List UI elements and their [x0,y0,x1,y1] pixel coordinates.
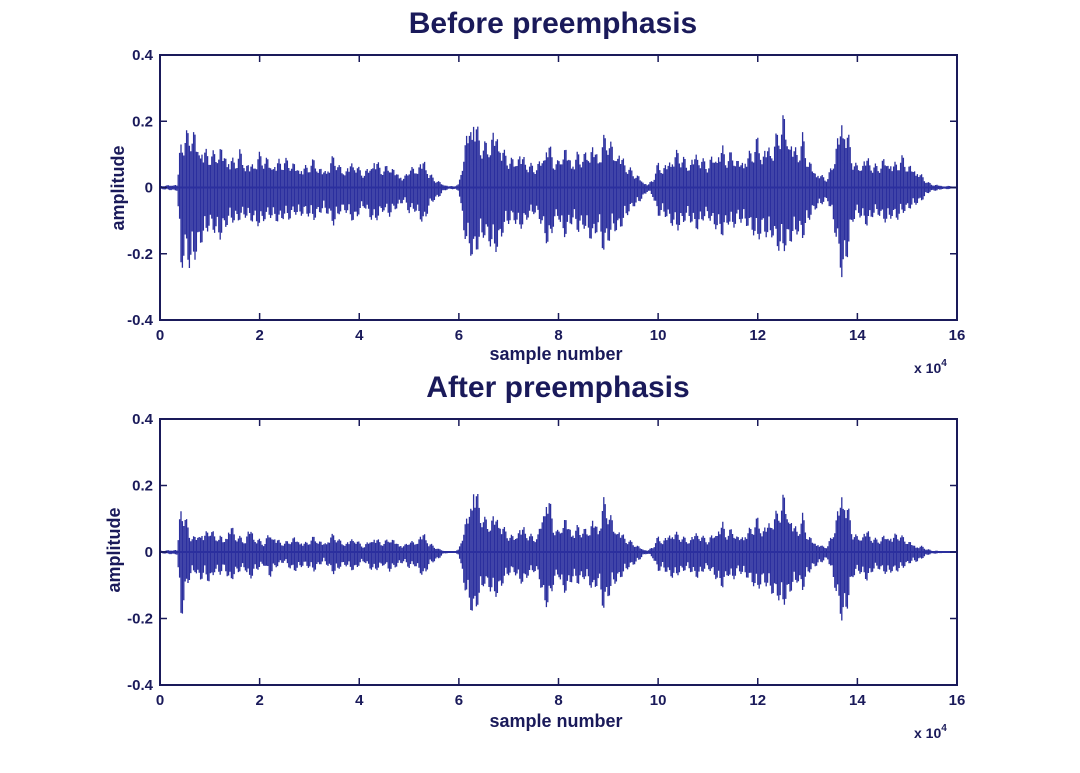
chart-title: Before preemphasis [409,7,697,40]
x-tick-label: 4 [355,327,364,344]
x-axis-multiplier-base: x 10 [914,725,941,741]
x-axis-multiplier-exponent: 4 [941,723,947,734]
x-tick-label: 16 [949,327,966,344]
y-tick-label: 0 [145,544,153,561]
chart-title: After preemphasis [426,371,689,404]
x-tick-label: 8 [554,692,562,709]
y-tick-label: 0 [145,180,153,197]
x-axis-label: sample number [489,711,622,731]
x-axis-label: sample number [489,344,622,364]
x-axis-multiplier-base: x 10 [914,360,941,376]
y-axis-label: amplitude [104,507,124,592]
x-axis-multiplier-exponent: 4 [941,358,947,369]
x-tick-label: 6 [455,692,463,709]
plot-area: 0 2 4 6 8 10 12 14 16 -0.4 -0.2 0 0.2 0.4 [127,411,965,709]
signal-waveform [159,494,952,621]
panel-before: Before preemphasis amplitude sample numb… [108,7,965,376]
x-tick-label: 2 [255,692,263,709]
x-tick-label: 10 [650,692,667,709]
x-tick-label: 8 [554,327,562,344]
x-tick-label: 14 [849,692,866,709]
x-tick-label: 4 [355,692,364,709]
x-axis-multiplier: x 104 [914,723,947,741]
signal-waveform [159,115,952,278]
y-tick-label: -0.2 [127,246,153,263]
y-tick-label: 0.4 [132,47,154,64]
plot-area: 0 2 4 6 8 10 12 14 16 -0.4 -0.2 0 0.2 0.4 [127,47,965,344]
x-tick-label: 0 [156,327,164,344]
y-tick-label: -0.2 [127,611,153,628]
x-tick-label: 2 [255,327,263,344]
x-tick-label: 0 [156,692,164,709]
panel-after: After preemphasis amplitude sample numbe… [104,371,965,741]
y-tick-label: 0.2 [132,478,153,495]
x-tick-label: 16 [949,692,966,709]
x-tick-label: 14 [849,327,866,344]
y-axis-label: amplitude [108,145,128,230]
y-tick-label: -0.4 [127,312,154,329]
x-tick-label: 10 [650,327,667,344]
y-tick-label: 0.4 [132,411,154,428]
x-tick-label: 12 [749,692,766,709]
y-tick-label: -0.4 [127,677,154,694]
y-tick-label: 0.2 [132,113,153,130]
x-axis-multiplier: x 104 [914,358,947,376]
x-tick-label: 12 [749,327,766,344]
x-tick-label: 6 [455,327,463,344]
